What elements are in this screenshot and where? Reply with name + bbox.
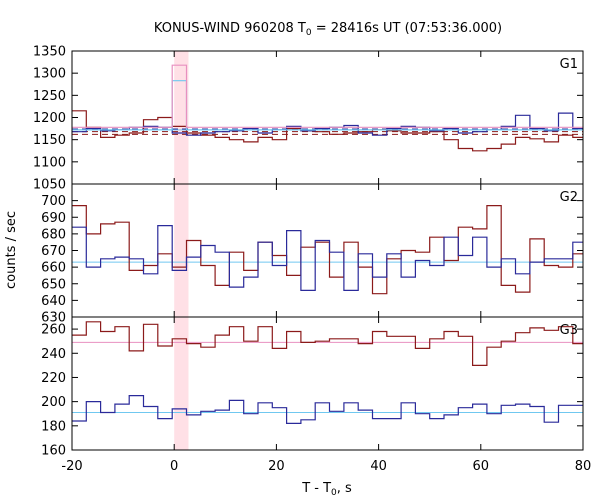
y-axis-label: counts / sec	[4, 211, 19, 289]
y-tick-label: 1250	[33, 89, 66, 104]
panel-frame	[71, 183, 584, 318]
y-tick-label: 1200	[33, 111, 66, 126]
chart-title: KONUS-WIND 960208 T0 = 28416s UT (07:53:…	[154, 21, 502, 38]
y-tick-label: 220	[41, 371, 66, 386]
y-tick-label: 180	[41, 419, 66, 434]
panel-label: G1	[560, 57, 578, 72]
panel-g1: 1050 1100 1150 1200 1250 1300 1350 G1	[33, 45, 584, 193]
y-tick-label: 640	[41, 294, 66, 309]
y-tick-label: 1350	[33, 45, 66, 60]
y-tick-label: 1050	[33, 178, 66, 193]
series-red	[72, 205, 583, 295]
x-tick-label: -20	[61, 459, 82, 474]
panel-label: G3	[560, 323, 578, 338]
series-pink_step	[72, 64, 583, 128]
y-tick-label: 240	[41, 347, 66, 362]
y-tick-label: 670	[41, 244, 66, 259]
highlight-band-layer	[174, 51, 189, 450]
panel-g3: 160 180 200 220 240 260 G3	[41, 316, 584, 459]
y-tick-label: 160	[41, 444, 66, 459]
y-tick-label: 260	[41, 323, 66, 338]
series-blue	[72, 395, 583, 424]
series-red	[72, 321, 583, 366]
x-tick-label: 60	[473, 459, 490, 474]
y-tick-label: 680	[41, 227, 66, 242]
x-tick-label: 40	[370, 459, 387, 474]
y-tick-label: 1150	[33, 133, 66, 148]
y-tick-label: 660	[41, 261, 66, 276]
y-tick-label: 690	[41, 211, 66, 226]
series-lightblue_step	[72, 80, 583, 131]
x-tick-label: 20	[268, 459, 285, 474]
x-axis-label: T - T0, s	[301, 481, 352, 498]
y-tick-label: 1300	[33, 67, 66, 82]
panels-layer: 1050110011501200125013001350G16306406506…	[33, 45, 584, 459]
panel-frame	[71, 50, 584, 185]
x-tick-label: 0	[170, 459, 178, 474]
y-tick-label: 700	[41, 194, 66, 209]
series-red	[72, 110, 583, 152]
y-tick-label: 200	[41, 395, 66, 410]
y-tick-label: 650	[41, 277, 66, 292]
y-tick-label: 1100	[33, 155, 66, 170]
series-blue	[72, 225, 583, 291]
panel-label: G2	[560, 190, 578, 205]
panel-frame	[71, 316, 584, 451]
highlight-band	[174, 51, 189, 450]
x-tick-label: 80	[575, 459, 592, 474]
x-tick-labels: -20 0 20 40 60 80	[61, 459, 591, 474]
y-tick-label: 630	[41, 311, 66, 326]
